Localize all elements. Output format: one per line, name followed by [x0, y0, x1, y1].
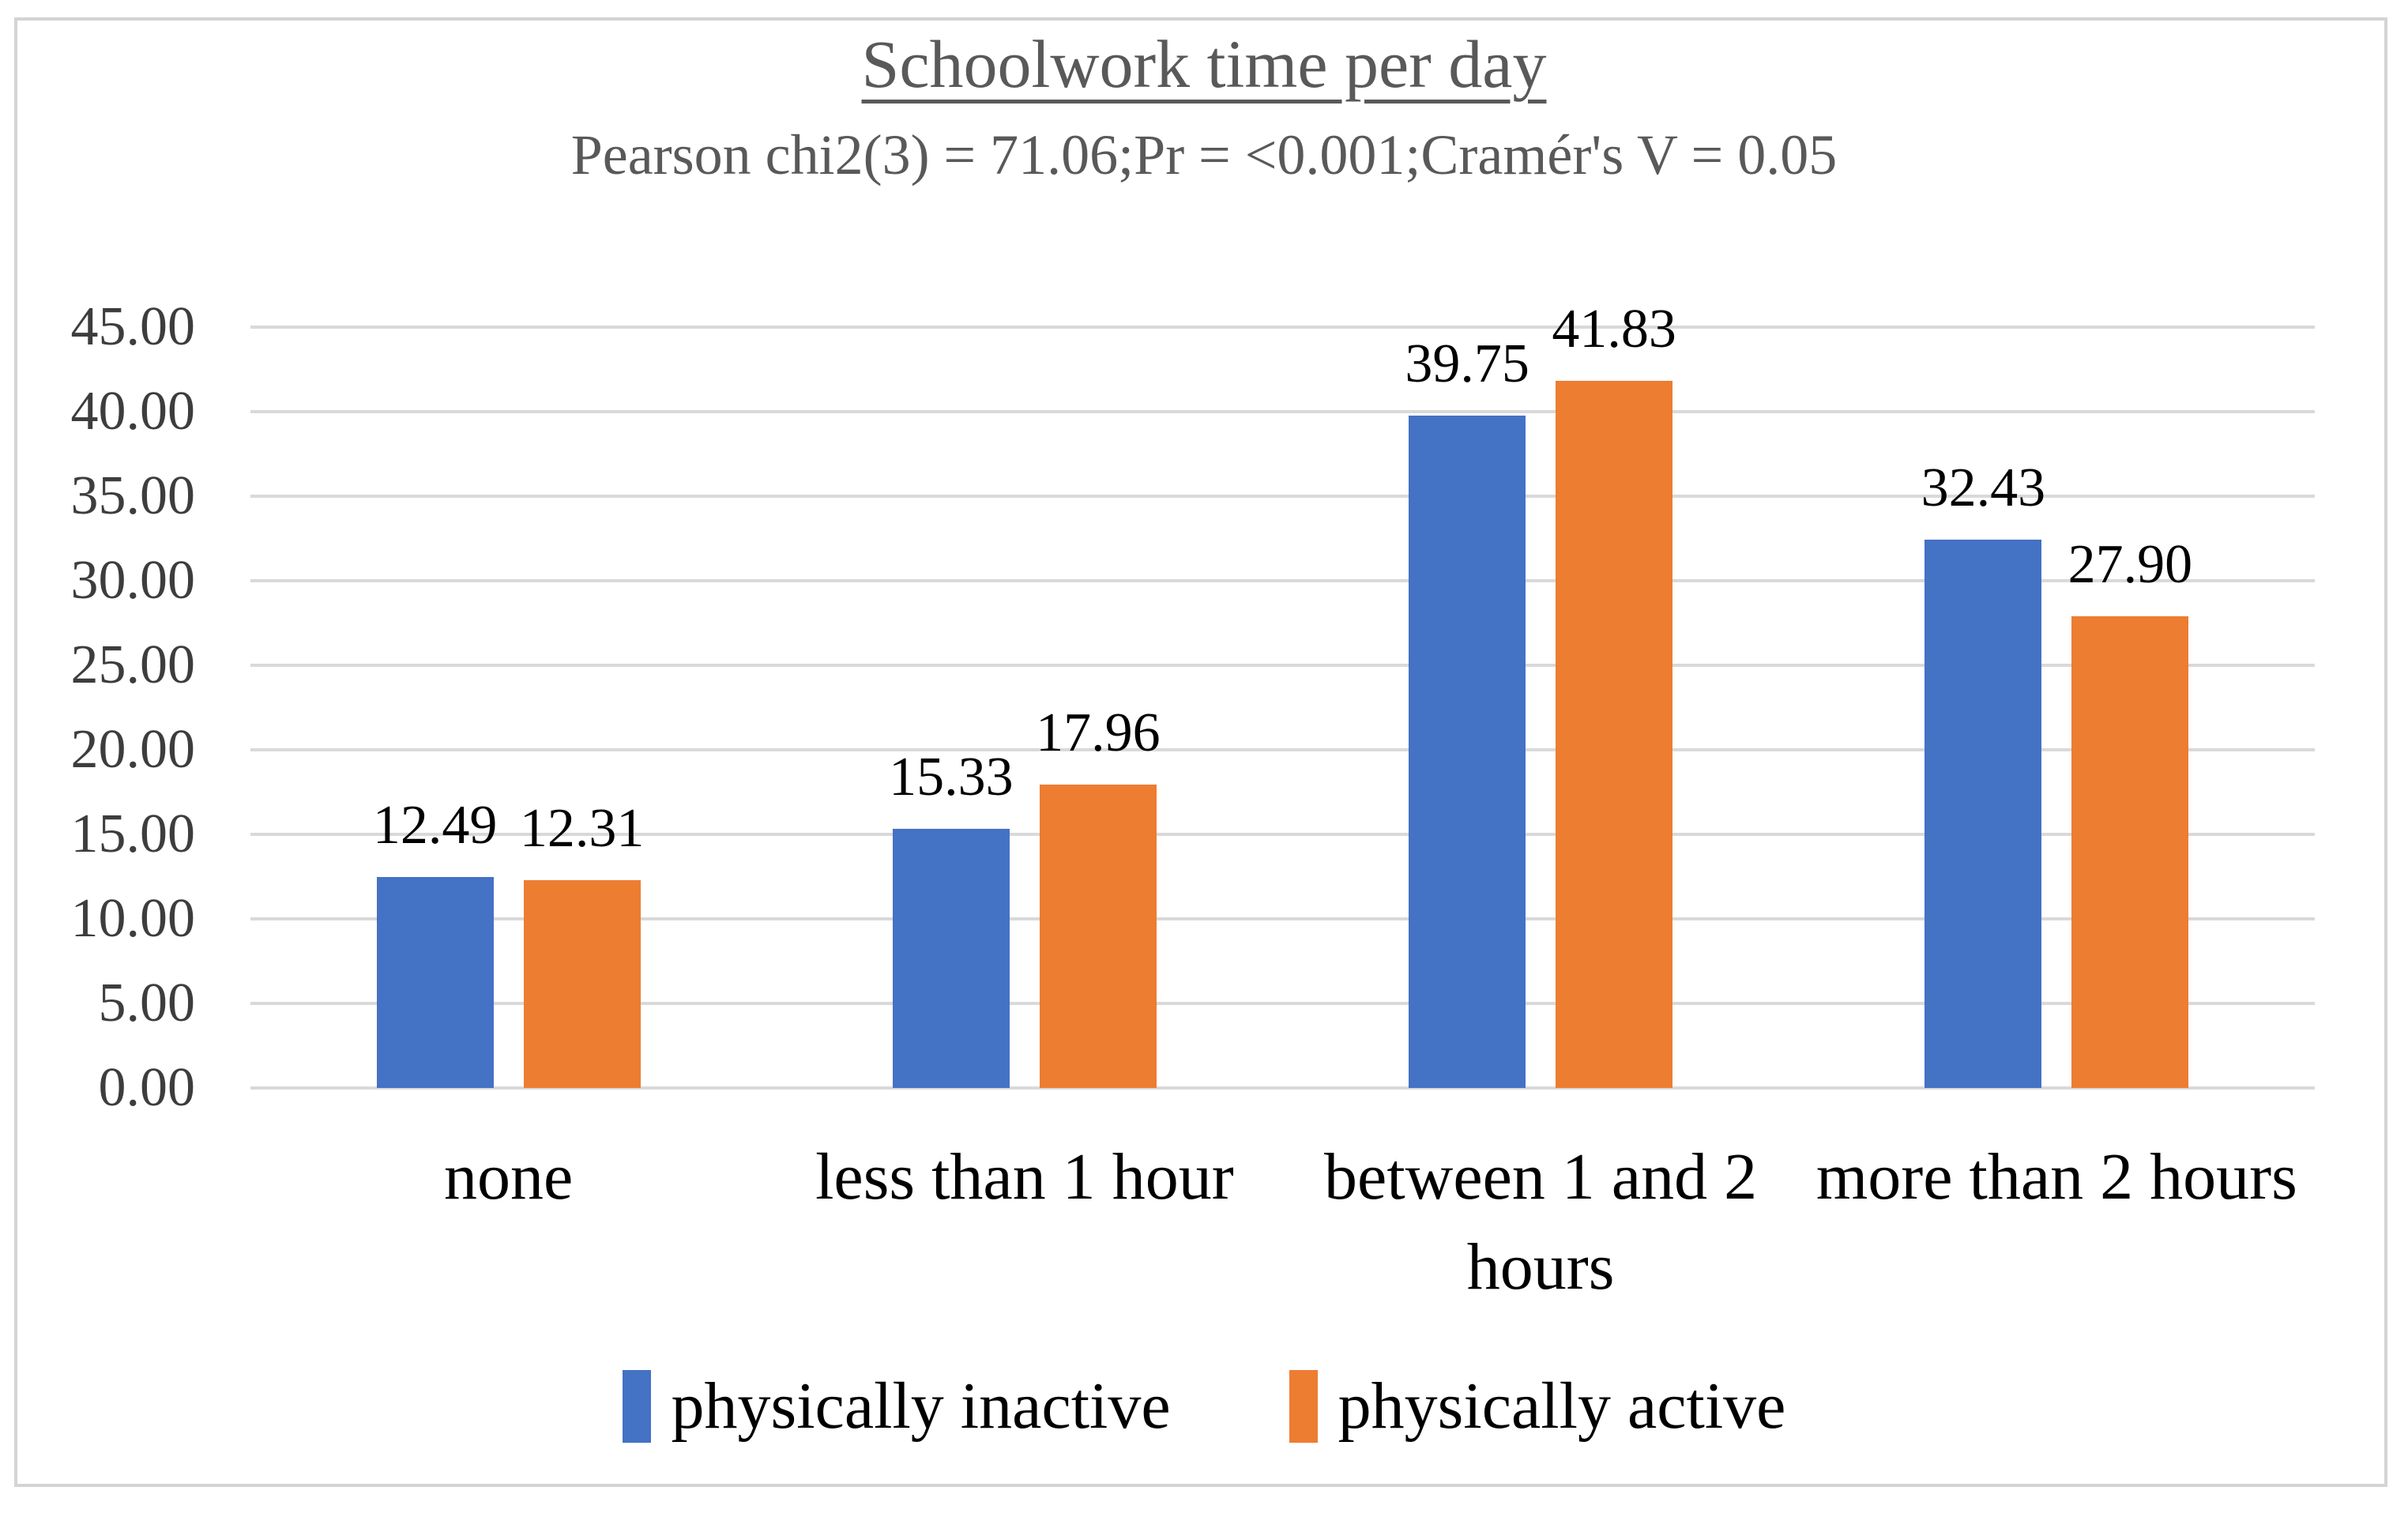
gridline — [250, 917, 2315, 921]
bar: 17.96 — [1036, 702, 1161, 1088]
bar-group: 15.33 17.96 — [766, 327, 1282, 1088]
legend-item: physically inactive — [622, 1368, 1171, 1444]
bar-value-label: 12.31 — [519, 797, 645, 859]
legend-swatch — [622, 1370, 651, 1443]
gridline — [250, 748, 2315, 752]
bar: 39.75 — [1405, 333, 1529, 1088]
gridline — [250, 1086, 2315, 1090]
x-axis-category-label: none — [443, 1140, 574, 1214]
bar-value-label: 17.96 — [1036, 702, 1161, 763]
legend-label: physically active — [1338, 1369, 1786, 1443]
bar-value-label: 15.33 — [889, 746, 1014, 807]
bar: 27.90 — [2068, 534, 2192, 1088]
bar-value-label: 12.49 — [372, 794, 498, 856]
bar: 12.31 — [520, 798, 644, 1088]
y-axis-tick-label: 10.00 — [70, 888, 196, 949]
bar: 12.49 — [373, 795, 497, 1088]
x-axis-category-label: between 1 and 2 hours — [1324, 1140, 1758, 1304]
y-axis-tick-label: 35.00 — [70, 465, 196, 526]
y-axis-tick-label: 30.00 — [70, 550, 196, 612]
y-axis-tick-label: 20.00 — [70, 719, 196, 780]
gridline — [250, 1002, 2315, 1006]
y-axis-tick-label: 45.00 — [70, 296, 196, 357]
x-axis-labels: none less than 1 hour between 1 and 2 hour… — [250, 1132, 2315, 1312]
bar-group: 32.43 27.90 — [1799, 327, 2315, 1088]
y-axis-tick-label: 15.00 — [70, 804, 196, 865]
y-axis-tick-label: 40.00 — [70, 381, 196, 442]
legend: physically inactive physically active — [0, 1368, 2408, 1444]
bar-group: 12.49 12.31 — [250, 327, 766, 1088]
chart-subtitle: Pearson chi2(3) = 71.06;Pr = <0.001;Cram… — [570, 123, 1838, 186]
legend-label: physically inactive — [671, 1369, 1171, 1443]
bar-value-label: 39.75 — [1405, 333, 1529, 395]
legend-swatch — [1289, 1370, 1318, 1443]
bar: 41.83 — [1552, 299, 1676, 1088]
gridline — [250, 495, 2315, 498]
chart-title: Schoolwork time per day — [861, 26, 1547, 102]
plot-area: 0.00 5.00 10.00 15.00 20.00 25.00 30.00 35.00 40… — [71, 299, 2315, 1304]
y-axis-tick-label: 5.00 — [98, 973, 196, 1033]
bar-groups: 12.49 12.31 15.33 17.96 39.75 41.83 32.43 27.90 — [250, 299, 2315, 1088]
gridline — [250, 664, 2315, 667]
y-axis-tick-label: 0.00 — [98, 1057, 196, 1118]
bar-value-label: 41.83 — [1552, 298, 1676, 359]
gridline — [250, 579, 2315, 583]
bar-value-label: 27.90 — [2067, 533, 2193, 595]
legend-item: physically active — [1289, 1368, 1786, 1444]
bar-value-label: 32.43 — [1921, 457, 2046, 518]
x-axis-category-label: less than 1 hour — [815, 1140, 1234, 1214]
gridline — [250, 833, 2315, 837]
gridline — [250, 326, 2315, 329]
gridline — [250, 410, 2315, 414]
x-axis-category-label: more than 2 hours — [1815, 1140, 2297, 1214]
y-axis-tick-label: 25.00 — [70, 634, 196, 695]
bar: 15.33 — [889, 747, 1014, 1088]
bar-group: 39.75 41.83 — [1283, 299, 1799, 1088]
bar: 32.43 — [1921, 457, 2045, 1088]
